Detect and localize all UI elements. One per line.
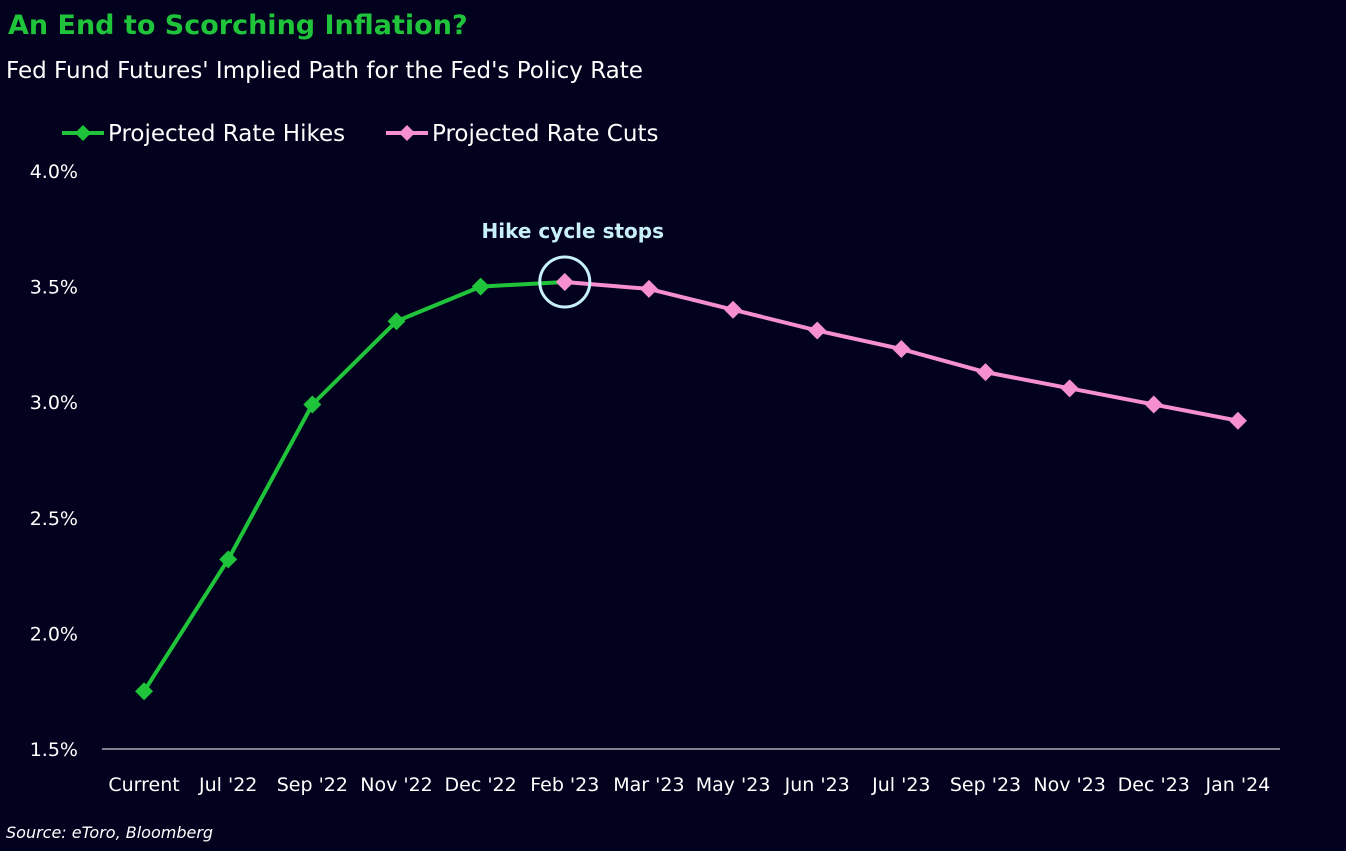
source-note: Source: eToro, Bloomberg <box>6 823 214 842</box>
x-axis: Current Jul '22 Sep '22 Nov '22 Dec '22 Feb '… <box>102 748 1280 796</box>
x-tick-label: Jul '23 <box>871 774 930 796</box>
annotation-circle <box>538 255 592 309</box>
data-point <box>387 312 406 331</box>
x-tick-label: Sep '23 <box>950 774 1021 796</box>
x-tick-label: Nov '23 <box>1033 774 1106 796</box>
legend-label: Projected Rate Cuts <box>432 121 658 147</box>
x-tick-label: Jun '23 <box>784 774 850 796</box>
data-point <box>555 272 574 291</box>
y-tick-label: 4.0% <box>30 161 78 183</box>
y-tick-label: 2.5% <box>30 508 78 530</box>
legend-marker <box>75 125 91 141</box>
data-point <box>808 321 827 340</box>
x-tick-label: Feb '23 <box>530 774 599 796</box>
data-point <box>1060 379 1079 398</box>
data-point <box>471 277 490 296</box>
data-point <box>219 550 238 569</box>
chart-title: An End to Scorching Inflation? <box>8 10 468 41</box>
y-tick-label: 2.0% <box>30 623 78 645</box>
chart-subtitle: Fed Fund Futures' Implied Path for the F… <box>6 58 643 84</box>
data-point <box>1228 411 1247 430</box>
x-tick-label: Jan '24 <box>1205 774 1271 796</box>
data-point <box>892 340 911 359</box>
annotation-label: Hike cycle stops <box>482 219 664 243</box>
data-point <box>724 300 743 319</box>
y-tick-label: 1.5% <box>30 739 78 761</box>
data-point <box>976 363 995 382</box>
x-tick-label: Dec '23 <box>1118 774 1190 796</box>
data-point <box>1144 395 1163 414</box>
x-tick-label: May '23 <box>696 774 771 796</box>
series-line-0 <box>142 279 565 693</box>
data-point <box>303 395 322 414</box>
annotation-layer: Hike cycle stops <box>482 219 664 309</box>
x-tick-label: Dec '22 <box>445 774 517 796</box>
legend-label: Projected Rate Hikes <box>108 121 345 147</box>
x-tick-label: Mar '23 <box>613 774 684 796</box>
y-tick-label: 3.0% <box>30 392 78 414</box>
data-point <box>639 279 658 298</box>
x-tick-label: Sep '22 <box>277 774 348 796</box>
y-tick-label: 3.5% <box>30 277 78 299</box>
y-axis: 1.5% 2.0% 2.5% 3.0% 3.5% 4.0% <box>30 161 78 761</box>
series-layer <box>135 272 1247 701</box>
x-tick-label: Nov '22 <box>360 774 433 796</box>
legend: Projected Rate Hikes Projected Rate Cuts <box>62 121 658 147</box>
x-tick-label: Current <box>108 774 179 796</box>
data-point <box>135 682 154 701</box>
x-tick-label: Jul '22 <box>198 774 257 796</box>
legend-marker <box>399 125 415 141</box>
